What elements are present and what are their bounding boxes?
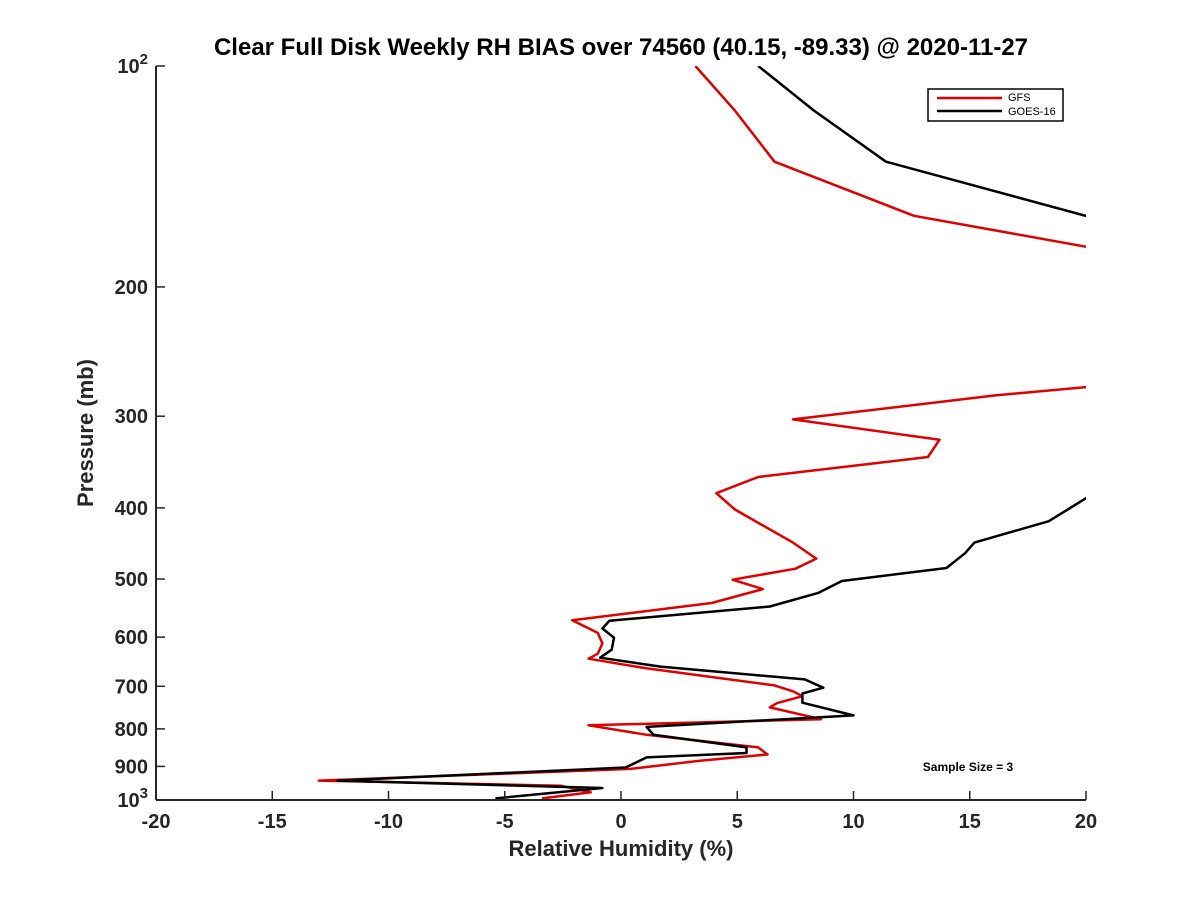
y-tick-label: 300 bbox=[115, 406, 148, 428]
y-tick-label: 103 bbox=[117, 785, 148, 812]
legend-box bbox=[927, 88, 1064, 122]
legend: GFS GOES-16 bbox=[927, 88, 1064, 122]
sample-size-annotation: Sample Size = 3 bbox=[923, 760, 1014, 774]
y-ticks: 102 200 300 400 500 600 700 800 900 103 bbox=[115, 51, 165, 812]
y-tick-label: 900 bbox=[115, 756, 148, 778]
x-tick-label: 0 bbox=[615, 811, 626, 833]
y-tick-label: 700 bbox=[115, 676, 148, 698]
x-tick-label: 5 bbox=[732, 811, 743, 833]
legend-label-gfs: GFS bbox=[1008, 92, 1031, 104]
x-tick-label: 10 bbox=[842, 811, 864, 833]
x-tick-label: -15 bbox=[258, 811, 287, 833]
y-tick-label: 600 bbox=[115, 627, 148, 649]
x-axis-label: Relative Humidity (%) bbox=[509, 836, 734, 861]
x-tick-label: -20 bbox=[142, 811, 171, 833]
x-ticks: -20 -15 -10 -5 0 5 10 15 20 bbox=[142, 791, 1097, 833]
x-tick-label: -5 bbox=[496, 811, 514, 833]
y-tick-label: 200 bbox=[115, 277, 148, 299]
y-tick-label: 800 bbox=[115, 719, 148, 741]
y-axis-label: Pressure (mb) bbox=[73, 359, 98, 507]
x-tick-label: -10 bbox=[374, 811, 403, 833]
series-line-gfs bbox=[317, 66, 1086, 800]
y-tick-label: 500 bbox=[115, 569, 148, 591]
x-tick-label: 15 bbox=[959, 811, 981, 833]
chart-title: Clear Full Disk Weekly RH BIAS over 7456… bbox=[214, 34, 1028, 61]
legend-label-goes16: GOES-16 bbox=[1008, 106, 1056, 118]
series-layer bbox=[317, 66, 1086, 800]
y-tick-label: 400 bbox=[115, 498, 148, 520]
series-line-goes16 bbox=[336, 66, 1086, 800]
y-tick-label: 102 bbox=[117, 51, 148, 78]
x-tick-label: 20 bbox=[1075, 811, 1097, 833]
